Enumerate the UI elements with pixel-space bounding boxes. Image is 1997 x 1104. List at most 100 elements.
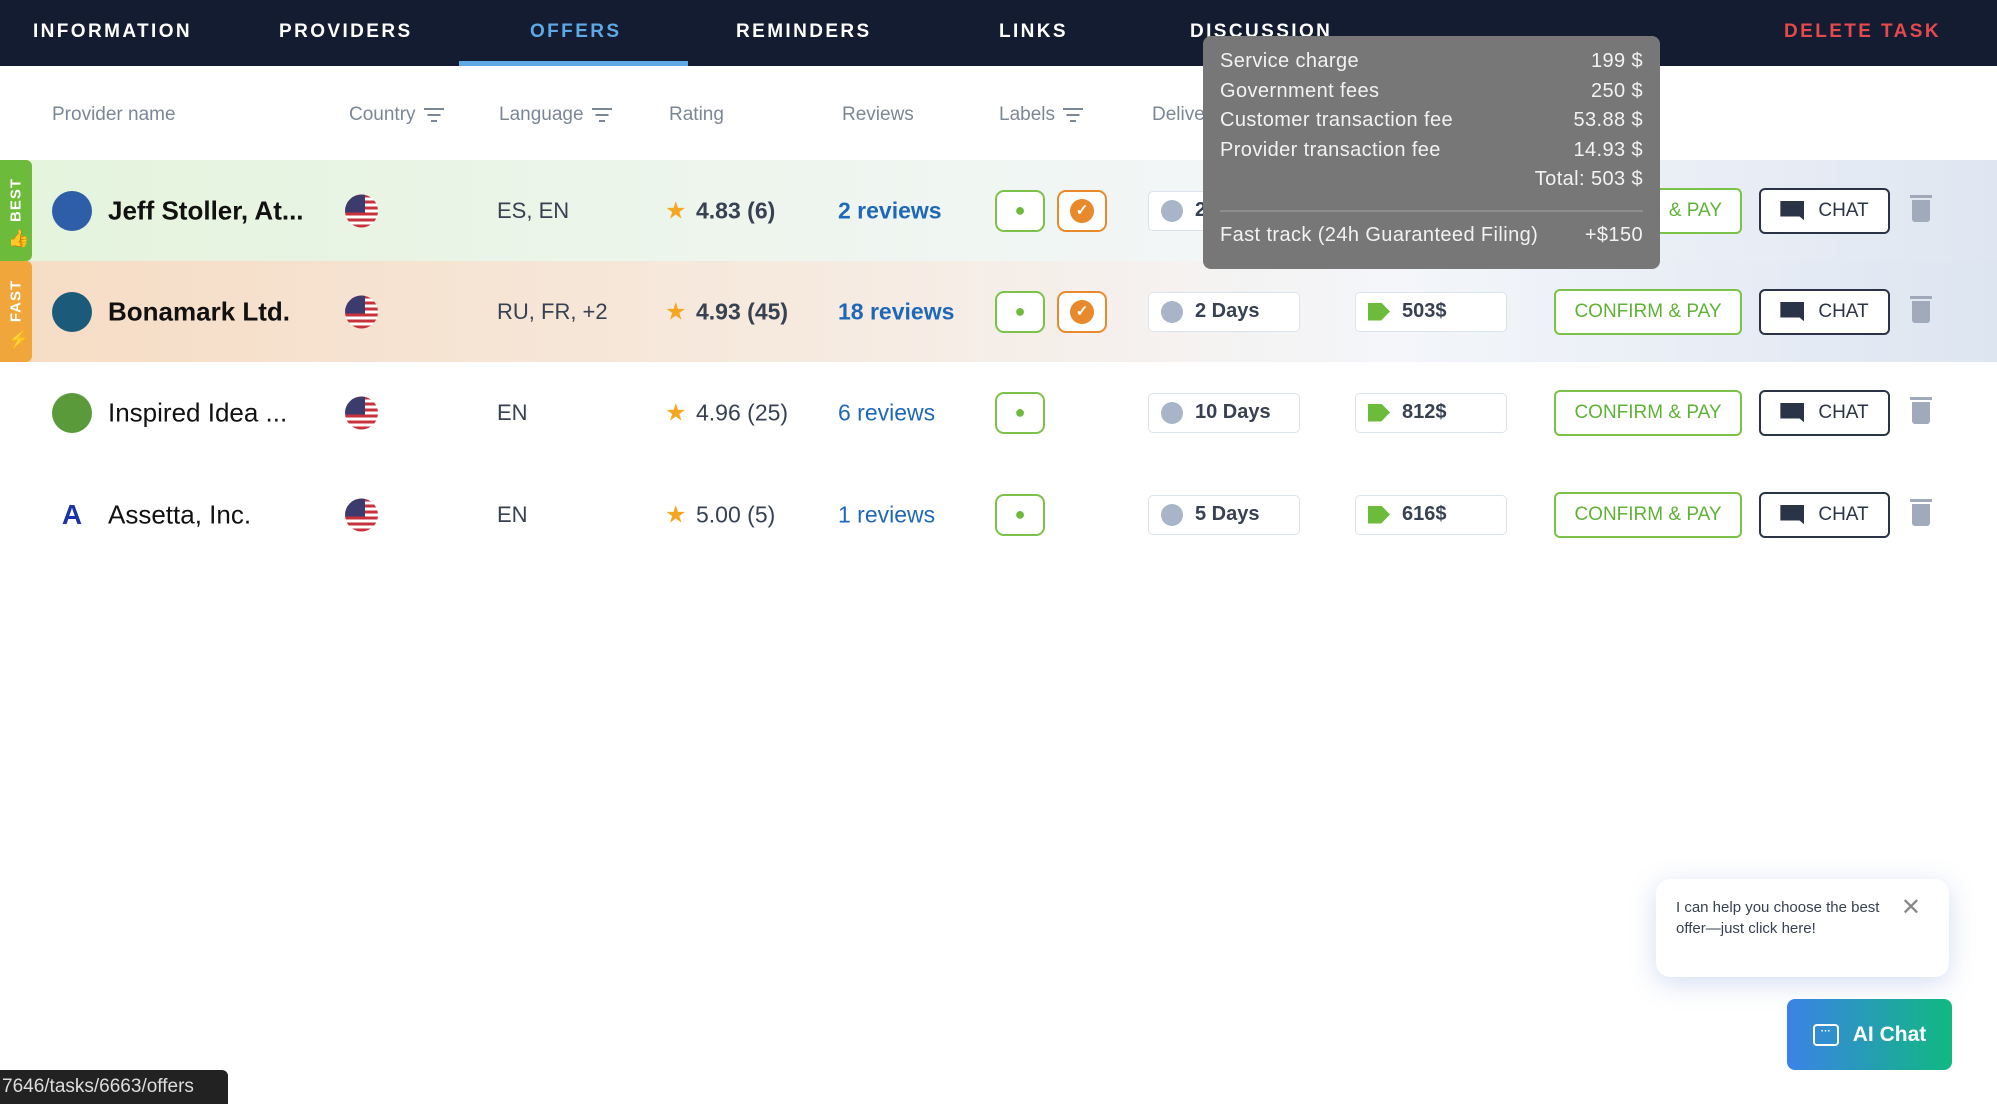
- provider-name[interactable]: Inspired Idea ...: [108, 397, 288, 427]
- col-label: Rating: [669, 104, 724, 125]
- trash-icon[interactable]: [1910, 295, 1932, 323]
- user-plus-icon: ●: [1014, 402, 1026, 422]
- tab-information[interactable]: INFORMATION: [33, 21, 193, 42]
- label-verified[interactable]: ✓: [1057, 290, 1107, 333]
- price-value: 616$: [1402, 503, 1447, 525]
- ai-chat-prompt[interactable]: I can help you choose the best offer—jus…: [1656, 879, 1949, 977]
- star-icon: ★: [665, 501, 687, 528]
- chat-label: CHAT: [1818, 199, 1869, 221]
- filter-icon[interactable]: [423, 108, 444, 122]
- fee-value: 53.88 $: [1573, 109, 1643, 131]
- clock-icon: [1161, 503, 1183, 526]
- trash-icon[interactable]: [1910, 498, 1932, 526]
- price-value: 812$: [1402, 401, 1447, 423]
- price-value: 503$: [1402, 300, 1447, 322]
- badge-best: BEST 👍: [0, 160, 32, 261]
- label-add-user[interactable]: ●: [995, 493, 1045, 536]
- reviews-link[interactable]: 1 reviews: [838, 501, 936, 527]
- fee-value: 199 $: [1590, 50, 1643, 72]
- top-nav: INFORMATION PROVIDERS OFFERS REMINDERS L…: [0, 0, 1997, 66]
- confirm-pay-button[interactable]: CONFIRM & PAY: [1554, 389, 1742, 436]
- label-verified[interactable]: ✓: [1057, 189, 1107, 232]
- filter-icon[interactable]: [591, 108, 612, 122]
- clock-icon: [1161, 401, 1183, 424]
- price-breakdown-tooltip: Service charge 199 $ Government fees 250 $ C…: [1203, 36, 1660, 269]
- tab-reminders[interactable]: REMINDERS: [736, 21, 872, 42]
- price[interactable]: 616$: [1355, 494, 1507, 535]
- chat-label: CHAT: [1818, 503, 1869, 525]
- close-icon[interactable]: ✕: [1900, 894, 1921, 921]
- provider-avatar: A: [52, 494, 92, 535]
- user-plus-icon: ●: [1014, 200, 1026, 220]
- delivery-time: 5 Days: [1148, 494, 1300, 535]
- divider: [1220, 209, 1643, 212]
- badge-label: BEST: [7, 177, 25, 223]
- confirm-pay-button[interactable]: CONFIRM & PAY: [1554, 288, 1742, 335]
- offer-row: BEST 👍 Jeff Stoller, At... ES, EN ★ 4.83 (6) 2…: [0, 160, 1997, 261]
- tab-offers[interactable]: OFFERS: [530, 21, 622, 42]
- delivery-days: 2 Days: [1195, 300, 1260, 322]
- reviews-link[interactable]: 18 reviews: [838, 298, 955, 324]
- col-label: Provider name: [52, 104, 176, 125]
- reviews-link[interactable]: 6 reviews: [838, 399, 936, 425]
- us-flag-icon: [345, 295, 378, 328]
- tooltip-line: Provider transaction fee 14.93 $: [1220, 139, 1643, 169]
- col-language[interactable]: Language: [499, 104, 612, 126]
- col-label: Reviews: [842, 104, 914, 125]
- price-tag-icon: [1368, 505, 1390, 524]
- label-add-user[interactable]: ●: [995, 290, 1045, 333]
- price[interactable]: 812$: [1355, 392, 1507, 433]
- chat-button[interactable]: CHAT: [1759, 491, 1890, 538]
- offer-row: FAST ⚡ Bonamark Ltd. RU, FR, +2 ★ 4.93 (45) 18…: [0, 261, 1997, 362]
- clock-icon: [1161, 300, 1183, 323]
- provider-name[interactable]: Jeff Stoller, At...: [108, 195, 304, 225]
- status-bar-url: 7646/tasks/6663/offers: [0, 1070, 228, 1104]
- delete-task-button[interactable]: DELETE TASK: [1784, 21, 1941, 42]
- col-label: Delive: [1152, 104, 1205, 125]
- tab-links[interactable]: LINKS: [999, 21, 1068, 42]
- price[interactable]: 503$: [1355, 291, 1507, 332]
- check-icon: ✓: [1070, 299, 1094, 324]
- reviews-link[interactable]: 2 reviews: [838, 197, 942, 223]
- star-icon: ★: [665, 197, 687, 224]
- chat-button[interactable]: CHAT: [1759, 288, 1890, 335]
- lightning-icon: ⚡: [8, 330, 31, 349]
- fee-label: Provider transaction fee: [1220, 138, 1441, 161]
- provider-name[interactable]: Bonamark Ltd.: [108, 296, 291, 326]
- us-flag-icon: [345, 194, 378, 227]
- provider-avatar: [52, 392, 92, 433]
- ai-chat-button[interactable]: ··· AI Chat: [1787, 999, 1952, 1070]
- label-add-user[interactable]: ●: [995, 391, 1045, 434]
- trash-icon[interactable]: [1910, 396, 1932, 424]
- provider-avatar: [52, 190, 92, 231]
- fee-label: Service charge: [1220, 50, 1359, 72]
- badge-fast: FAST ⚡: [0, 261, 32, 362]
- confirm-pay-button[interactable]: CONFIRM & PAY: [1554, 491, 1742, 538]
- fee-value: 250 $: [1590, 79, 1643, 102]
- delivery-time: 2 Days: [1148, 291, 1300, 332]
- tooltip-line: Customer transaction fee 53.88 $: [1220, 109, 1643, 139]
- fee-value: 14.93 $: [1573, 138, 1643, 161]
- col-rating: Rating: [669, 104, 724, 126]
- trash-icon[interactable]: [1910, 194, 1932, 222]
- price-tag-icon: [1368, 302, 1390, 321]
- tab-providers[interactable]: PROVIDERS: [279, 21, 413, 42]
- rating: 4.96 (25): [696, 399, 789, 425]
- star-icon: ★: [665, 298, 687, 325]
- tooltip-total: Total: 503 $: [1534, 168, 1643, 190]
- us-flag-icon: [345, 498, 378, 531]
- tooltip-line: Government fees 250 $: [1220, 80, 1643, 110]
- clock-icon: [1161, 199, 1183, 222]
- delivery-days: 2: [1195, 199, 1207, 221]
- active-tab-indicator: [459, 61, 688, 66]
- chat-icon: [1780, 200, 1805, 221]
- filter-icon[interactable]: [1063, 108, 1083, 122]
- label-add-user[interactable]: ●: [995, 189, 1045, 232]
- chat-button[interactable]: CHAT: [1759, 389, 1890, 436]
- delivery-days: 5 Days: [1195, 503, 1260, 525]
- col-labels[interactable]: Labels: [999, 104, 1083, 126]
- chat-button[interactable]: CHAT: [1759, 187, 1890, 234]
- col-country[interactable]: Country: [349, 104, 444, 126]
- provider-name[interactable]: Assetta, Inc.: [108, 499, 252, 529]
- provider-avatar: [52, 291, 92, 332]
